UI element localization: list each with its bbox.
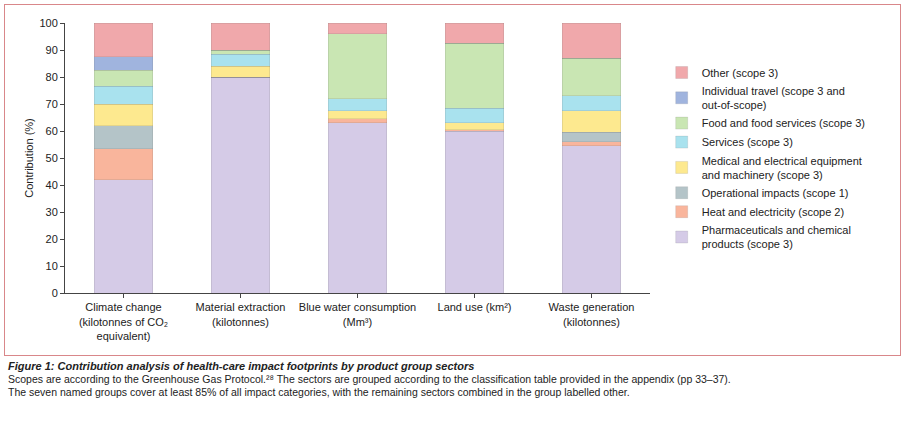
svg-text:Contribution (%): Contribution (%) <box>23 118 35 197</box>
svg-text:30: 30 <box>46 206 58 218</box>
svg-text:Waste generation(kilotonnes): Waste generation(kilotonnes) <box>549 301 635 327</box>
html-text:The seven named groups cover a: The seven named groups cover at least 85… <box>8 386 630 398</box>
svg-text:Other (scope 3): Other (scope 3) <box>702 67 778 79</box>
html-text:Scopes are according to the Gr: Scopes are according to the Greenhouse G… <box>8 373 731 385</box>
svg-text:Heat and electricity (scope 2): Heat and electricity (scope 2) <box>702 206 844 218</box>
svg-text:Material extraction(kilotonnes: Material extraction(kilotonnes) <box>196 301 286 327</box>
svg-text:Medical and electrical equipme: Medical and electrical equipmentand mach… <box>702 155 862 181</box>
svg-text:20: 20 <box>46 233 58 245</box>
svg-text:Services (scope 3): Services (scope 3) <box>702 136 793 148</box>
svg-text:60: 60 <box>46 125 58 137</box>
svg-text:0: 0 <box>52 287 58 299</box>
svg-text:Operational impacts (scope 1): Operational impacts (scope 1) <box>702 187 849 199</box>
html-text:Figure 1: Contribution analysi: Figure 1: Contribution analysis of healt… <box>8 360 475 372</box>
svg-text:Climate change(kilotonnes of C: Climate change(kilotonnes of CO₂equivale… <box>79 301 168 342</box>
svg-text:90: 90 <box>46 44 58 56</box>
svg-text:70: 70 <box>46 98 58 110</box>
svg-text:Land use (km²): Land use (km²) <box>438 301 512 313</box>
svg-text:40: 40 <box>46 179 58 191</box>
svg-text:Pharmaceuticals and chemicalpr: Pharmaceuticals and chemicalproducts (sc… <box>702 224 851 250</box>
svg-text:100: 100 <box>39 17 57 29</box>
svg-text:Food and food services (scope: Food and food services (scope 3) <box>702 117 865 129</box>
svg-text:Individual travel (scope 3 and: Individual travel (scope 3 andout-of-sco… <box>702 85 845 111</box>
svg-text:Blue water consumption(Mm³): Blue water consumption(Mm³) <box>299 301 416 327</box>
svg-text:80: 80 <box>46 71 58 83</box>
svg-text:50: 50 <box>46 152 58 164</box>
svg-text:10: 10 <box>46 260 58 272</box>
